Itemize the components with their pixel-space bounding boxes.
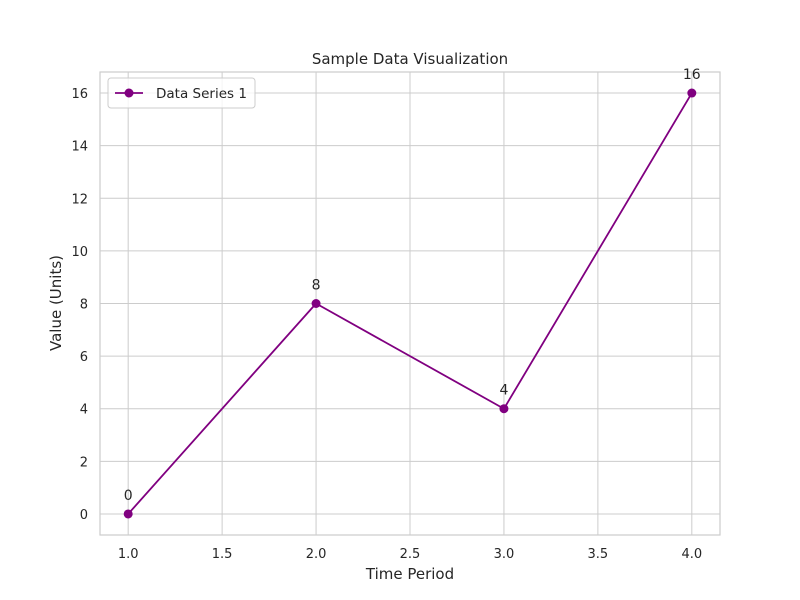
x-tick-label: 1.5: [212, 547, 233, 562]
x-tick-label: 4.0: [681, 547, 702, 562]
data-label: 16: [683, 67, 701, 83]
y-tick-label: 0: [80, 508, 88, 523]
chart-title: Sample Data Visualization: [312, 50, 508, 68]
x-tick-label: 3.5: [588, 547, 609, 562]
data-label-layer: 0 8 4 16: [124, 67, 701, 504]
data-point-marker: [499, 404, 509, 414]
legend: Data Series 1: [107, 77, 256, 109]
x-axis-label: Time Period: [365, 565, 454, 583]
x-tick-label: 2.0: [306, 547, 327, 562]
data-point-marker: [123, 509, 133, 519]
y-tick-label: 6: [80, 350, 88, 365]
legend-box: [107, 77, 256, 109]
y-tick-label: 10: [71, 245, 88, 260]
legend-marker-swatch: [124, 88, 134, 98]
tick-label-layer: 1.0 1.5 2.0 2.5 3.0 3.5 4.0 0 2 4 6 8 10 12 14 16: [71, 87, 702, 562]
x-tick-label: 2.5: [400, 547, 421, 562]
grid-layer: [100, 72, 720, 535]
data-label: 4: [499, 383, 508, 399]
data-label: 8: [312, 278, 321, 294]
y-tick-label: 12: [71, 192, 88, 207]
series-line: [127, 92, 693, 515]
y-axis-label: Value (Units): [47, 255, 65, 351]
y-tick-label: 16: [71, 87, 88, 102]
plot-area-border: [99, 71, 721, 536]
y-tick-label: 2: [80, 455, 88, 470]
series-layer: [123, 88, 697, 519]
legend-label-series-1: Data Series 1: [156, 86, 247, 102]
y-tick-label: 4: [80, 403, 88, 418]
data-point-marker: [311, 299, 321, 308]
data-label: 0: [124, 488, 133, 504]
data-point-marker: [687, 88, 697, 98]
x-tick-label: 1.0: [118, 547, 139, 562]
y-tick-label: 14: [71, 140, 88, 155]
x-tick-label: 3.0: [494, 547, 515, 562]
y-tick-label: 8: [80, 298, 88, 313]
plot-frame: [99, 71, 721, 536]
